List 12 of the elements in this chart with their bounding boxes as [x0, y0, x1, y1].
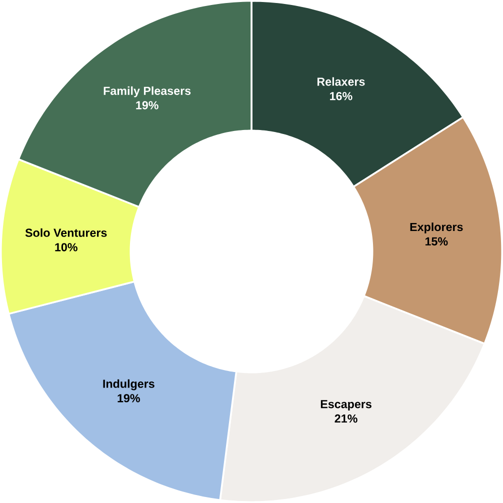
slice-label: Solo Venturers — [25, 228, 107, 237]
data-label: 21% — [334, 414, 358, 423]
data-label: 19% — [118, 394, 140, 402]
data-label: 19% — [136, 101, 158, 110]
data-label: 10% — [55, 243, 78, 252]
slice-label: Indulgers — [103, 379, 154, 390]
slice-label: Explorers — [410, 222, 463, 234]
data-label: 15% — [425, 237, 448, 246]
slice-label: Relaxers — [317, 77, 365, 86]
slice-label: Family Pleasers — [104, 86, 191, 98]
slice-label: Escapers — [320, 400, 372, 411]
data-label: 16% — [330, 92, 352, 100]
